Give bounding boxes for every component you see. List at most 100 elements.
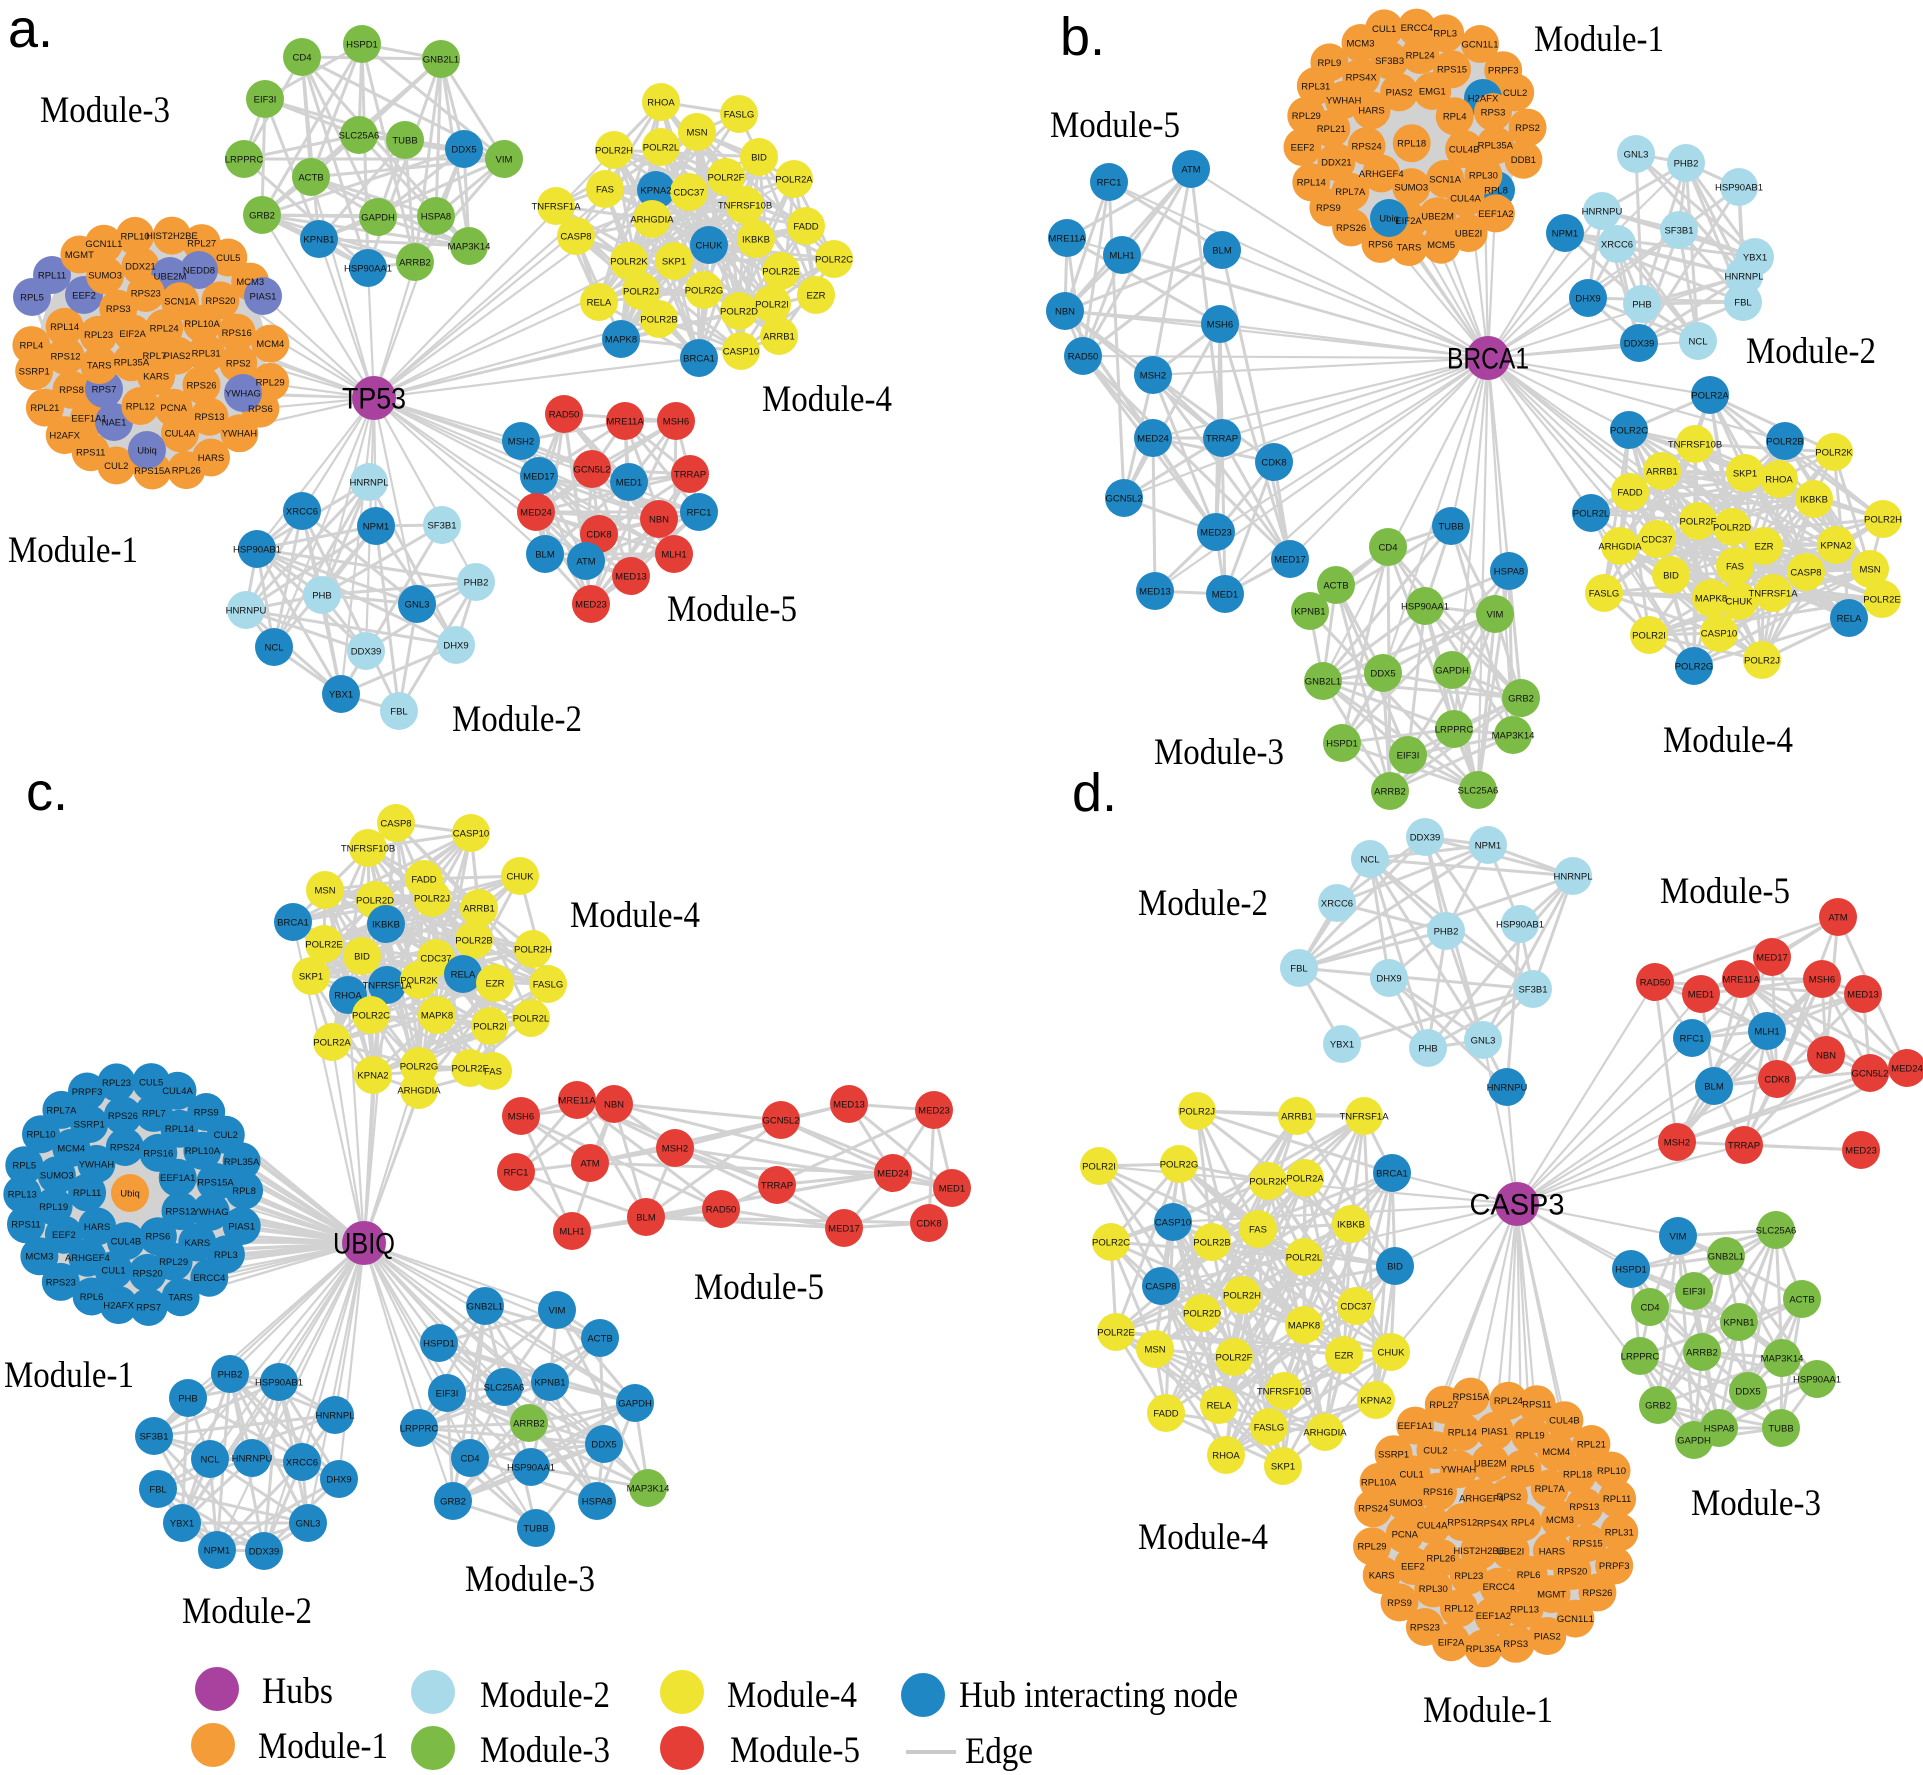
svg-text:MAPK8: MAPK8 bbox=[1288, 1320, 1320, 1331]
svg-text:SUMO3: SUMO3 bbox=[1394, 183, 1428, 194]
svg-text:Module-4: Module-4 bbox=[762, 379, 892, 420]
svg-text:GAPDH: GAPDH bbox=[1677, 1435, 1711, 1446]
svg-text:GRB2: GRB2 bbox=[249, 210, 275, 221]
svg-text:RPL18: RPL18 bbox=[1397, 139, 1426, 150]
svg-text:RPS8: RPS8 bbox=[59, 385, 84, 396]
svg-text:FBL: FBL bbox=[1290, 963, 1307, 974]
svg-text:RPS12: RPS12 bbox=[1447, 1518, 1477, 1529]
svg-text:POLR2L: POLR2L bbox=[1286, 1252, 1322, 1263]
svg-text:DHX9: DHX9 bbox=[1376, 973, 1401, 984]
svg-text:PIAS1: PIAS1 bbox=[250, 291, 277, 302]
svg-text:Module-2: Module-2 bbox=[1138, 883, 1268, 924]
svg-text:BID: BID bbox=[354, 951, 370, 962]
svg-text:RPL35A: RPL35A bbox=[114, 358, 150, 369]
svg-text:MCM5: MCM5 bbox=[1427, 240, 1455, 251]
svg-text:MSH6: MSH6 bbox=[508, 1111, 534, 1122]
svg-text:ARRB2: ARRB2 bbox=[399, 257, 431, 268]
svg-text:NPM1: NPM1 bbox=[1552, 228, 1578, 239]
svg-text:PIAS1: PIAS1 bbox=[228, 1221, 255, 1232]
svg-text:EEF1A2: EEF1A2 bbox=[1476, 1611, 1511, 1622]
svg-text:RPL5: RPL5 bbox=[1511, 1464, 1535, 1475]
svg-text:SKP1: SKP1 bbox=[1733, 468, 1757, 479]
svg-text:Ubiq: Ubiq bbox=[1379, 213, 1399, 224]
svg-text:BLM: BLM bbox=[1212, 245, 1232, 256]
svg-text:POLR2A: POLR2A bbox=[1286, 1173, 1324, 1184]
svg-text:Module-5: Module-5 bbox=[1050, 105, 1180, 146]
svg-text:DHX9: DHX9 bbox=[326, 1474, 351, 1485]
svg-text:CUL5: CUL5 bbox=[216, 253, 240, 264]
svg-text:POLR2D: POLR2D bbox=[1183, 1308, 1221, 1319]
svg-text:NPM1: NPM1 bbox=[204, 1545, 230, 1556]
svg-text:EEF1A1: EEF1A1 bbox=[1398, 1421, 1433, 1432]
svg-text:FADD: FADD bbox=[1153, 1408, 1178, 1419]
svg-text:Ubiq: Ubiq bbox=[137, 445, 157, 456]
svg-text:ARHGEF4: ARHGEF4 bbox=[1359, 169, 1404, 180]
svg-text:BID: BID bbox=[1663, 570, 1679, 581]
svg-text:EIF3I: EIF3I bbox=[1397, 750, 1420, 761]
svg-text:CDC37: CDC37 bbox=[1340, 1301, 1371, 1312]
svg-text:RPL29: RPL29 bbox=[1292, 111, 1321, 122]
svg-text:POLR2K: POLR2K bbox=[1815, 447, 1853, 458]
svg-text:RPL27: RPL27 bbox=[1429, 1400, 1458, 1411]
svg-text:RPL3: RPL3 bbox=[214, 1250, 238, 1261]
svg-text:KPNB1: KPNB1 bbox=[534, 1377, 565, 1388]
svg-text:HSP90AB1: HSP90AB1 bbox=[1715, 182, 1763, 193]
svg-text:POLR2F: POLR2F bbox=[1680, 516, 1717, 527]
svg-text:YWHAG: YWHAG bbox=[225, 388, 261, 399]
svg-text:FADD: FADD bbox=[1617, 487, 1642, 498]
svg-text:Module-1: Module-1 bbox=[258, 1726, 388, 1767]
svg-text:CUL4B: CUL4B bbox=[1449, 145, 1480, 156]
svg-text:PIAS2: PIAS2 bbox=[164, 351, 191, 362]
svg-text:POLR2K: POLR2K bbox=[1249, 1176, 1287, 1187]
svg-text:MAPK8: MAPK8 bbox=[1695, 593, 1727, 604]
svg-text:Module-3: Module-3 bbox=[40, 90, 170, 131]
svg-text:MED24: MED24 bbox=[520, 507, 552, 518]
svg-text:FADD: FADD bbox=[793, 221, 818, 232]
svg-text:RPL24: RPL24 bbox=[1494, 1396, 1523, 1407]
svg-text:FAS: FAS bbox=[1726, 561, 1744, 572]
svg-text:RPS2: RPS2 bbox=[1515, 123, 1540, 134]
svg-text:RFC1: RFC1 bbox=[504, 1167, 529, 1178]
svg-text:RPL14: RPL14 bbox=[165, 1124, 194, 1135]
svg-text:FASLG: FASLG bbox=[1589, 588, 1620, 599]
svg-text:RPS15A: RPS15A bbox=[1452, 1392, 1489, 1403]
svg-text:SKP1: SKP1 bbox=[662, 256, 686, 267]
svg-text:POLR2D: POLR2D bbox=[720, 306, 758, 317]
svg-text:RPS11: RPS11 bbox=[1522, 1400, 1551, 1411]
svg-text:CUL2: CUL2 bbox=[104, 461, 128, 472]
svg-text:XRCC6: XRCC6 bbox=[286, 1457, 318, 1468]
svg-text:MSH2: MSH2 bbox=[662, 1143, 688, 1154]
svg-text:NBN: NBN bbox=[649, 514, 669, 525]
svg-text:RPL11: RPL11 bbox=[1603, 1494, 1631, 1505]
svg-text:HSPD1: HSPD1 bbox=[1615, 1264, 1647, 1275]
svg-text:Module-2: Module-2 bbox=[452, 699, 582, 740]
svg-text:Hubs: Hubs bbox=[262, 1671, 333, 1712]
svg-text:MSH2: MSH2 bbox=[508, 436, 534, 447]
svg-text:Module-1: Module-1 bbox=[4, 1355, 134, 1396]
svg-text:RPL18: RPL18 bbox=[1563, 1470, 1592, 1481]
svg-text:POLR2C: POLR2C bbox=[1092, 1237, 1130, 1248]
svg-text:MRE11A: MRE11A bbox=[1722, 974, 1760, 985]
svg-text:RPS20: RPS20 bbox=[1557, 1566, 1587, 1577]
svg-text:CUL1: CUL1 bbox=[1399, 1470, 1423, 1481]
svg-text:DDX5: DDX5 bbox=[451, 144, 476, 155]
svg-text:HSPD1: HSPD1 bbox=[423, 1338, 455, 1349]
svg-text:RPL35A: RPL35A bbox=[1466, 1644, 1502, 1655]
svg-text:RPL14: RPL14 bbox=[50, 322, 79, 333]
svg-text:UBE2M: UBE2M bbox=[1421, 212, 1454, 223]
svg-text:SLC25A6: SLC25A6 bbox=[339, 130, 380, 141]
svg-text:PCNA: PCNA bbox=[1392, 1530, 1419, 1541]
svg-text:CUL4B: CUL4B bbox=[1549, 1416, 1580, 1427]
svg-text:CUL2: CUL2 bbox=[1423, 1446, 1447, 1457]
svg-text:TRRAP: TRRAP bbox=[761, 1180, 793, 1191]
svg-text:TARS: TARS bbox=[1397, 243, 1422, 254]
svg-text:RAD50: RAD50 bbox=[549, 409, 580, 420]
svg-text:RFC1: RFC1 bbox=[1097, 177, 1122, 188]
svg-text:RPS4X: RPS4X bbox=[1346, 72, 1378, 83]
svg-text:MCM3: MCM3 bbox=[1546, 1515, 1574, 1526]
svg-text:GNB2L1: GNB2L1 bbox=[423, 54, 459, 65]
svg-text:ARHGEF4: ARHGEF4 bbox=[1459, 1493, 1504, 1504]
svg-text:POLR2G: POLR2G bbox=[1675, 661, 1714, 672]
svg-text:Module-5: Module-5 bbox=[667, 589, 797, 630]
svg-text:TUBB: TUBB bbox=[523, 1523, 548, 1534]
